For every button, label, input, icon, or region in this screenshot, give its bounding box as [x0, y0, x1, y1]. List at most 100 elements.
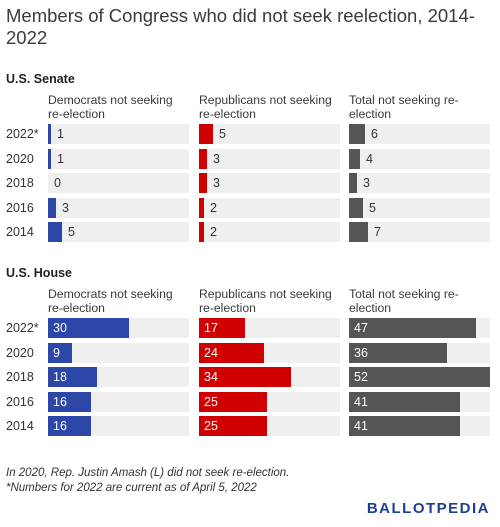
value-label: 3	[213, 151, 220, 166]
value-label: 25	[204, 394, 218, 409]
chart-title: Members of Congress who did not seek ree…	[6, 5, 475, 48]
bar-track: 1	[48, 148, 189, 169]
bar-track: 3	[199, 173, 340, 193]
year-label: 2020	[6, 151, 34, 166]
bar-track: 18	[48, 367, 189, 387]
value-label: 16	[53, 394, 67, 409]
year-label: 2016	[6, 200, 34, 215]
bar	[199, 391, 267, 412]
value-label: 6	[371, 127, 378, 141]
value-label: 47	[354, 321, 368, 335]
value-label: 4	[366, 151, 373, 166]
bar	[199, 318, 245, 338]
column-header: Republicans not seeking re-election	[199, 287, 332, 315]
bar-track: 24	[199, 342, 340, 363]
bar-track: 52	[349, 367, 490, 387]
bar	[199, 173, 207, 193]
value-label: 5	[369, 200, 376, 215]
value-label: 9	[53, 345, 60, 360]
logo-part2: PEDIA	[436, 500, 490, 517]
value-label: 2	[210, 225, 217, 239]
year-label: 2018	[6, 370, 34, 384]
bar	[199, 124, 213, 144]
value-label: 3	[62, 200, 69, 215]
year-label: 2014	[6, 419, 34, 433]
year-label: 2022*	[6, 127, 39, 141]
year-label: 2022*	[6, 321, 39, 335]
bar	[349, 342, 447, 363]
footnote-2022: *Numbers for 2022 are current as of Apri…	[6, 482, 257, 494]
bar-track: 17	[199, 318, 340, 338]
value-label: 25	[204, 419, 218, 433]
value-label: 17	[204, 321, 218, 335]
bar-track: 16	[48, 416, 189, 436]
bar-track: 5	[199, 124, 340, 144]
bar	[199, 148, 207, 169]
bar	[48, 124, 51, 144]
bar-track: 9	[48, 342, 189, 363]
bar-track: 2	[199, 222, 340, 242]
value-label: 18	[53, 370, 67, 384]
column-header: Democrats not seeking re-election	[48, 287, 173, 315]
value-label: 36	[354, 345, 368, 360]
value-label: 3	[363, 176, 370, 190]
bar-track: 34	[199, 367, 340, 387]
bar-track: 4	[349, 148, 490, 169]
year-label: 2014	[6, 225, 34, 239]
footnote-amash: In 2020, Rep. Justin Amash (L) did not s…	[6, 467, 290, 479]
section-title: U.S. Senate	[6, 72, 75, 86]
value-label: 3	[213, 176, 220, 190]
ballotpedia-logo: BALLOTPEDIA	[367, 500, 490, 517]
bar	[349, 197, 363, 218]
bar	[48, 391, 91, 412]
bar	[48, 367, 97, 387]
bar	[48, 342, 72, 363]
bar-track: 25	[199, 391, 340, 412]
bar	[349, 148, 360, 169]
value-label: 1	[57, 151, 64, 166]
value-label: 30	[53, 321, 67, 335]
bar	[349, 124, 365, 144]
bar	[48, 318, 129, 338]
bar-track: 36	[349, 342, 490, 363]
bar	[199, 416, 267, 436]
bar-track: 5	[349, 197, 490, 218]
value-label: 5	[68, 225, 75, 239]
bar	[199, 342, 264, 363]
bar-track: 1	[48, 124, 189, 144]
value-label: 41	[354, 394, 368, 409]
bar-track: 5	[48, 222, 189, 242]
bar-track: 25	[199, 416, 340, 436]
logo-part1: BALLOT	[366, 500, 437, 517]
bar	[349, 173, 357, 193]
column-header: Total not seeking re-election	[349, 287, 459, 315]
bar-track: 3	[199, 148, 340, 169]
value-label: 2	[210, 200, 217, 215]
bar	[349, 391, 460, 412]
bar	[199, 197, 204, 218]
value-label: 41	[354, 419, 368, 433]
bar-track: 0	[48, 173, 189, 193]
value-label: 1	[57, 127, 64, 141]
bar	[199, 367, 291, 387]
bar-track: 47	[349, 318, 490, 338]
bar-track: 3	[48, 197, 189, 218]
year-label: 2020	[6, 345, 34, 360]
bar-track: 41	[349, 391, 490, 412]
bar	[349, 222, 368, 242]
value-label: 7	[374, 225, 381, 239]
value-label: 0	[54, 176, 61, 190]
bar	[48, 148, 51, 169]
bar-track: 16	[48, 391, 189, 412]
year-label: 2016	[6, 394, 34, 409]
column-header: Total not seeking re-election	[349, 93, 459, 121]
value-label: 52	[354, 370, 368, 384]
value-label: 34	[204, 370, 218, 384]
bar-track: 3	[349, 173, 490, 193]
value-label: 5	[219, 127, 226, 141]
bar-track: 30	[48, 318, 189, 338]
bar-track: 6	[349, 124, 490, 144]
section-title: U.S. House	[6, 266, 72, 280]
column-header: Republicans not seeking re-election	[199, 93, 332, 121]
column-header: Democrats not seeking re-election	[48, 93, 173, 121]
